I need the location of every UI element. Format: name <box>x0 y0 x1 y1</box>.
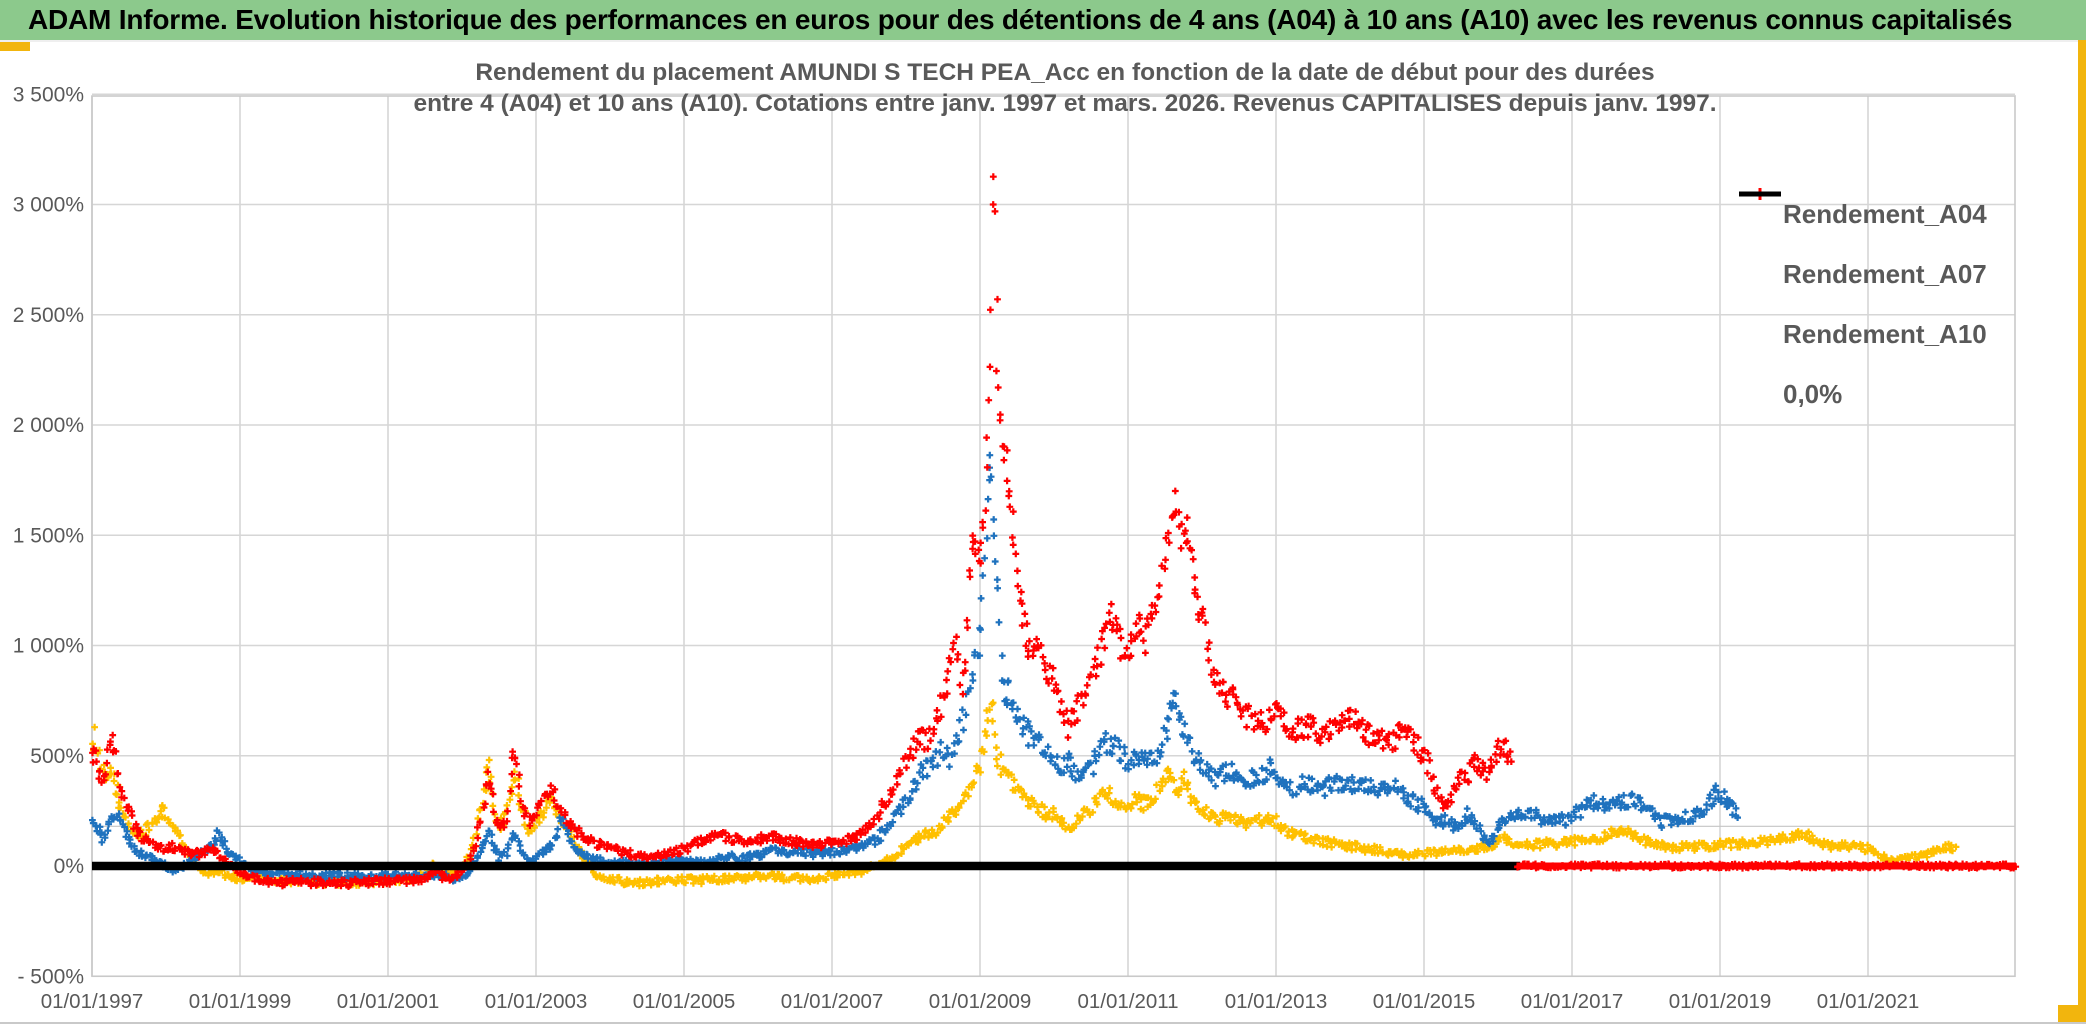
y-tick-label: 500% <box>30 745 84 768</box>
chart-bottom-border <box>0 1022 2086 1024</box>
legend-item-zero: 0,0% <box>1737 191 2037 424</box>
gold-accent-left <box>0 42 30 51</box>
legend-label: Rendement_A04 <box>1783 198 1987 229</box>
x-tick-label: 01/01/2005 <box>633 990 736 1013</box>
y-tick-label: 1 500% <box>13 524 84 547</box>
legend-label: Rendement_A10 <box>1783 318 1987 349</box>
x-tick-label: 01/01/2011 <box>1077 990 1178 1013</box>
legend-item-a07: Rendement_A07 <box>1737 188 2037 304</box>
gold-accent-right <box>2078 40 2086 1024</box>
gold-accent-bottom-right <box>2058 1005 2086 1024</box>
x-tick-label: 01/01/2015 <box>1373 990 1476 1013</box>
y-tick-label: 1 000% <box>13 635 84 658</box>
plot-border <box>91 95 2016 978</box>
x-tick-label: 01/01/1997 <box>41 990 144 1013</box>
y-tick-label: 3 500% <box>13 83 84 106</box>
x-tick-label: 01/01/2003 <box>485 990 588 1013</box>
page-title: ADAM Informe. Evolution historique des p… <box>28 4 2013 35</box>
series-Rendement_A10 <box>89 173 1515 890</box>
y-tick-label: 3 000% <box>13 194 84 217</box>
chart-legend: Rendement_A04 Rendement_A07 Rendement_A1… <box>1737 184 2037 424</box>
x-tick-label: 01/01/2013 <box>1225 990 1328 1013</box>
legend-item-a10: Rendement_A10 <box>1737 188 2037 364</box>
x-tick-label: 01/01/2021 <box>1817 990 1920 1013</box>
y-tick-label: - 500% <box>17 965 84 988</box>
x-tick-label: 01/01/1999 <box>189 990 292 1013</box>
chart-title: Rendement du placement AMUNDI S TECH PEA… <box>400 57 1730 119</box>
page-header: ADAM Informe. Evolution historique des p… <box>0 0 2086 42</box>
legend-label: Rendement_A07 <box>1783 258 1987 289</box>
chart-title-line1: Rendement du placement AMUNDI S TECH PEA… <box>475 59 1655 86</box>
y-tick-label: 2 500% <box>13 304 84 327</box>
a10-zero-extension-markers <box>1514 860 2020 872</box>
chart-title-line2: entre 4 (A04) et 10 ans (A10). Cotations… <box>413 90 1717 117</box>
x-tick-label: 01/01/2009 <box>929 990 1032 1013</box>
y-tick-label: 2 000% <box>13 414 84 437</box>
x-tick-label: 01/01/2007 <box>781 990 884 1013</box>
y-tick-label: 0% <box>54 855 84 878</box>
x-tick-label: 01/01/2017 <box>1521 990 1624 1013</box>
legend-label: 0,0% <box>1783 378 1843 409</box>
x-tick-label: 01/01/2019 <box>1669 990 1772 1013</box>
x-tick-label: 01/01/2001 <box>337 990 440 1013</box>
series-Rendement_A07 <box>89 451 1741 885</box>
